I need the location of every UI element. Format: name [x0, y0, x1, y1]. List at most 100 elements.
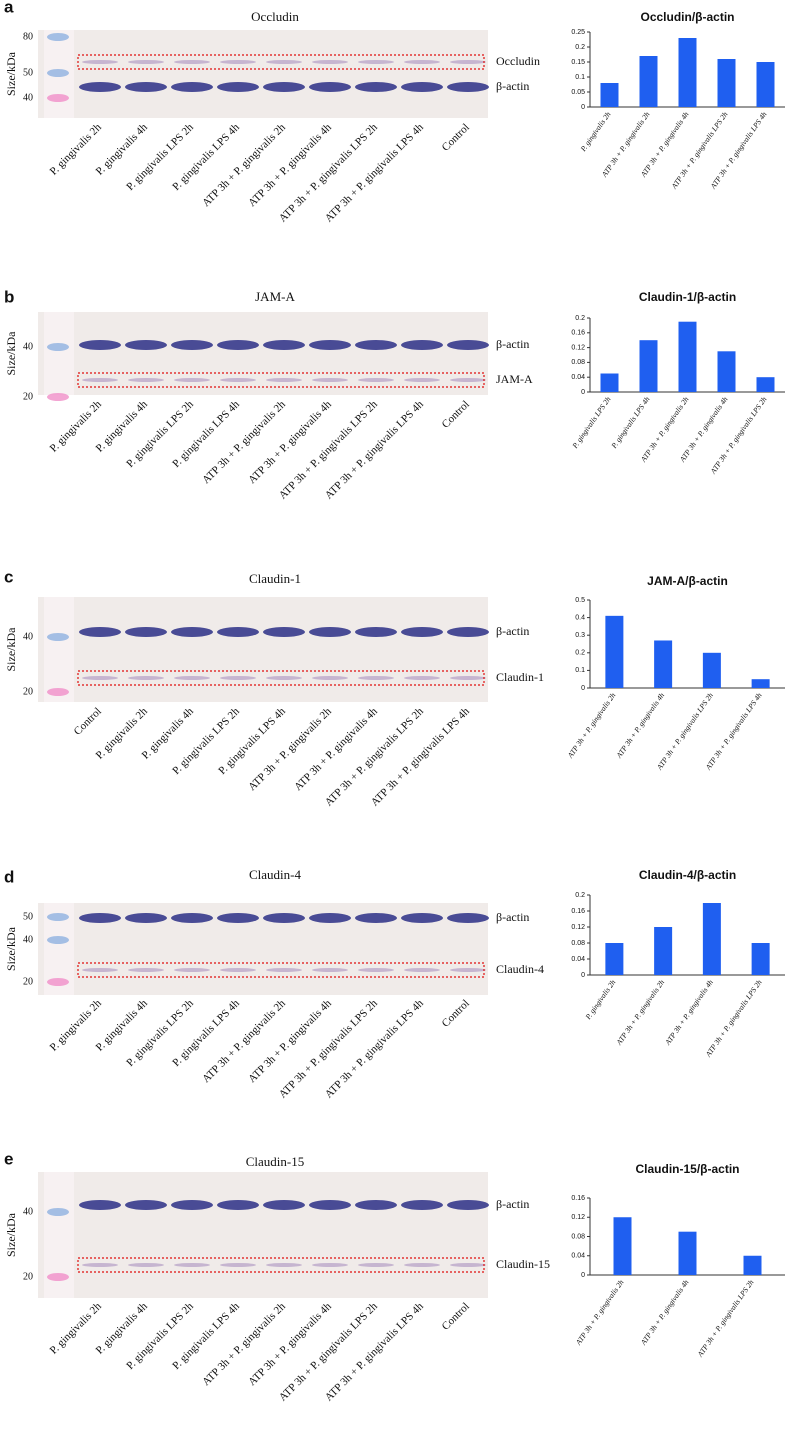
target-band — [174, 676, 210, 680]
x-tick-label: ATP 3h + P. gingivalis LPS 2h — [695, 1278, 756, 1359]
target-band — [312, 60, 348, 64]
x-tick-label: ATP 3h + P. gingivalis 2h — [573, 1278, 626, 1348]
target-band — [82, 968, 118, 972]
marker-band — [47, 633, 69, 641]
panel-letter: d — [4, 867, 14, 886]
y-axis-label: Size/kDa — [4, 331, 18, 376]
x-tick-label: ATP 3h + P. gingivalis 2h — [565, 691, 618, 761]
bar — [751, 679, 770, 688]
target-band — [128, 378, 164, 382]
bar — [613, 1217, 632, 1275]
actin-band — [171, 340, 213, 350]
band-label: β-actin — [496, 1197, 529, 1211]
y-tick-label: 0.04 — [571, 956, 585, 963]
target-band — [266, 378, 302, 382]
target-band — [358, 60, 394, 64]
target-band — [404, 378, 440, 382]
target-band — [266, 676, 302, 680]
actin-band — [125, 340, 167, 350]
x-tick-label: P. gingivalis 2h — [578, 110, 613, 154]
actin-band — [125, 1200, 167, 1210]
target-band — [312, 968, 348, 972]
y-tick-label: 0.1 — [575, 667, 585, 674]
band-label: Claudin-15 — [496, 1257, 550, 1271]
marker-band — [47, 936, 69, 944]
x-tick-label: ATP 3h + P. gingivalis 4h — [663, 978, 716, 1048]
marker-band — [47, 33, 69, 41]
lane-label: ATP 3h + P. gingivalis 4h — [246, 997, 334, 1085]
actin-band — [79, 627, 121, 637]
target-band — [312, 1263, 348, 1267]
y-tick-label: 0.08 — [571, 359, 585, 366]
y-axis-label: Size/kDa — [4, 627, 18, 672]
marker-size: 40 — [23, 92, 33, 103]
target-band — [404, 60, 440, 64]
lane-label: Control — [72, 705, 104, 737]
blot-image — [38, 312, 488, 395]
actin-band — [447, 1200, 489, 1210]
x-tick-label: ATP 3h + P. gingivalis 2h — [614, 978, 667, 1048]
target-band — [404, 676, 440, 680]
target-band — [220, 60, 256, 64]
bar — [605, 615, 624, 688]
marker-size: 40 — [23, 1206, 33, 1217]
target-band — [266, 968, 302, 972]
y-tick-label: 0.12 — [571, 1214, 585, 1221]
target-band — [220, 378, 256, 382]
actin-band — [171, 627, 213, 637]
marker-size: 40 — [23, 341, 33, 352]
bar — [717, 351, 736, 392]
actin-band — [309, 82, 351, 92]
actin-band — [125, 913, 167, 923]
bar — [639, 340, 658, 392]
actin-band — [355, 82, 397, 92]
x-tick-label: ATP 3h + P. gingivalis LPS 2h — [654, 691, 715, 772]
y-tick-label: 0.2 — [575, 650, 585, 657]
chart-title: Claudin-15/β-actin — [635, 1162, 739, 1176]
bar — [654, 927, 673, 975]
actin-band — [309, 627, 351, 637]
target-band — [404, 968, 440, 972]
bar — [743, 1255, 762, 1275]
lane-label: ATP 3h + P. gingivalis 4h — [292, 705, 380, 793]
marker-band — [47, 69, 69, 77]
band-label: Claudin-1 — [496, 670, 544, 684]
lane-label: ATP 3h + P. gingivalis LPS 4h — [323, 398, 426, 501]
y-tick-label: 0.4 — [575, 614, 585, 621]
marker-size: 20 — [23, 391, 33, 402]
bar — [751, 943, 770, 975]
actin-band — [171, 1200, 213, 1210]
panel-letter: a — [4, 0, 14, 16]
lane-label: Control — [440, 121, 472, 153]
marker-band — [47, 94, 69, 102]
target-band — [128, 968, 164, 972]
bar — [600, 83, 619, 107]
band-label: Claudin-4 — [496, 962, 544, 976]
band-label: Occludin — [496, 54, 540, 68]
bar — [605, 943, 624, 975]
actin-band — [171, 913, 213, 923]
lane-label: ATP 3h + P. gingivalis LPS 4h — [369, 705, 472, 808]
marker-band — [47, 688, 69, 696]
target-band — [128, 60, 164, 64]
blot-title: JAM-A — [255, 289, 295, 304]
target-band — [266, 60, 302, 64]
target-box — [77, 372, 485, 388]
target-band — [404, 1263, 440, 1267]
blot-title: Claudin-1 — [249, 571, 301, 586]
actin-band — [79, 340, 121, 350]
marker-band — [47, 343, 69, 351]
target-band — [174, 60, 210, 64]
actin-band — [447, 913, 489, 923]
actin-band — [401, 82, 443, 92]
target-band — [450, 968, 486, 972]
actin-band — [355, 913, 397, 923]
y-tick-label: 0.2 — [575, 892, 585, 899]
actin-band — [309, 1200, 351, 1210]
bar — [678, 321, 697, 392]
target-band — [450, 1263, 486, 1267]
band-label: β-actin — [496, 624, 529, 638]
actin-band — [263, 913, 305, 923]
y-tick-label: 0 — [581, 972, 585, 979]
y-tick-label: 0.2 — [575, 44, 585, 51]
